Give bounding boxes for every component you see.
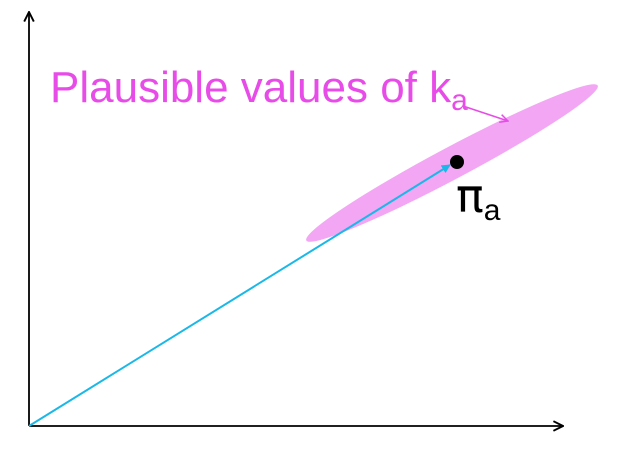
region-pointer-arrow (463, 106, 508, 121)
pi-a-point (450, 155, 464, 169)
region-label-text: Plausible values of k (50, 63, 452, 112)
region-label: Plausible values of ka (50, 63, 468, 117)
region-label-subscript: a (451, 84, 468, 117)
pi-a-label: πa (456, 169, 501, 227)
pi-a-label-subscript: a (484, 194, 501, 227)
vector-line (29, 165, 450, 426)
pi-a-label-text: π (456, 169, 484, 223)
